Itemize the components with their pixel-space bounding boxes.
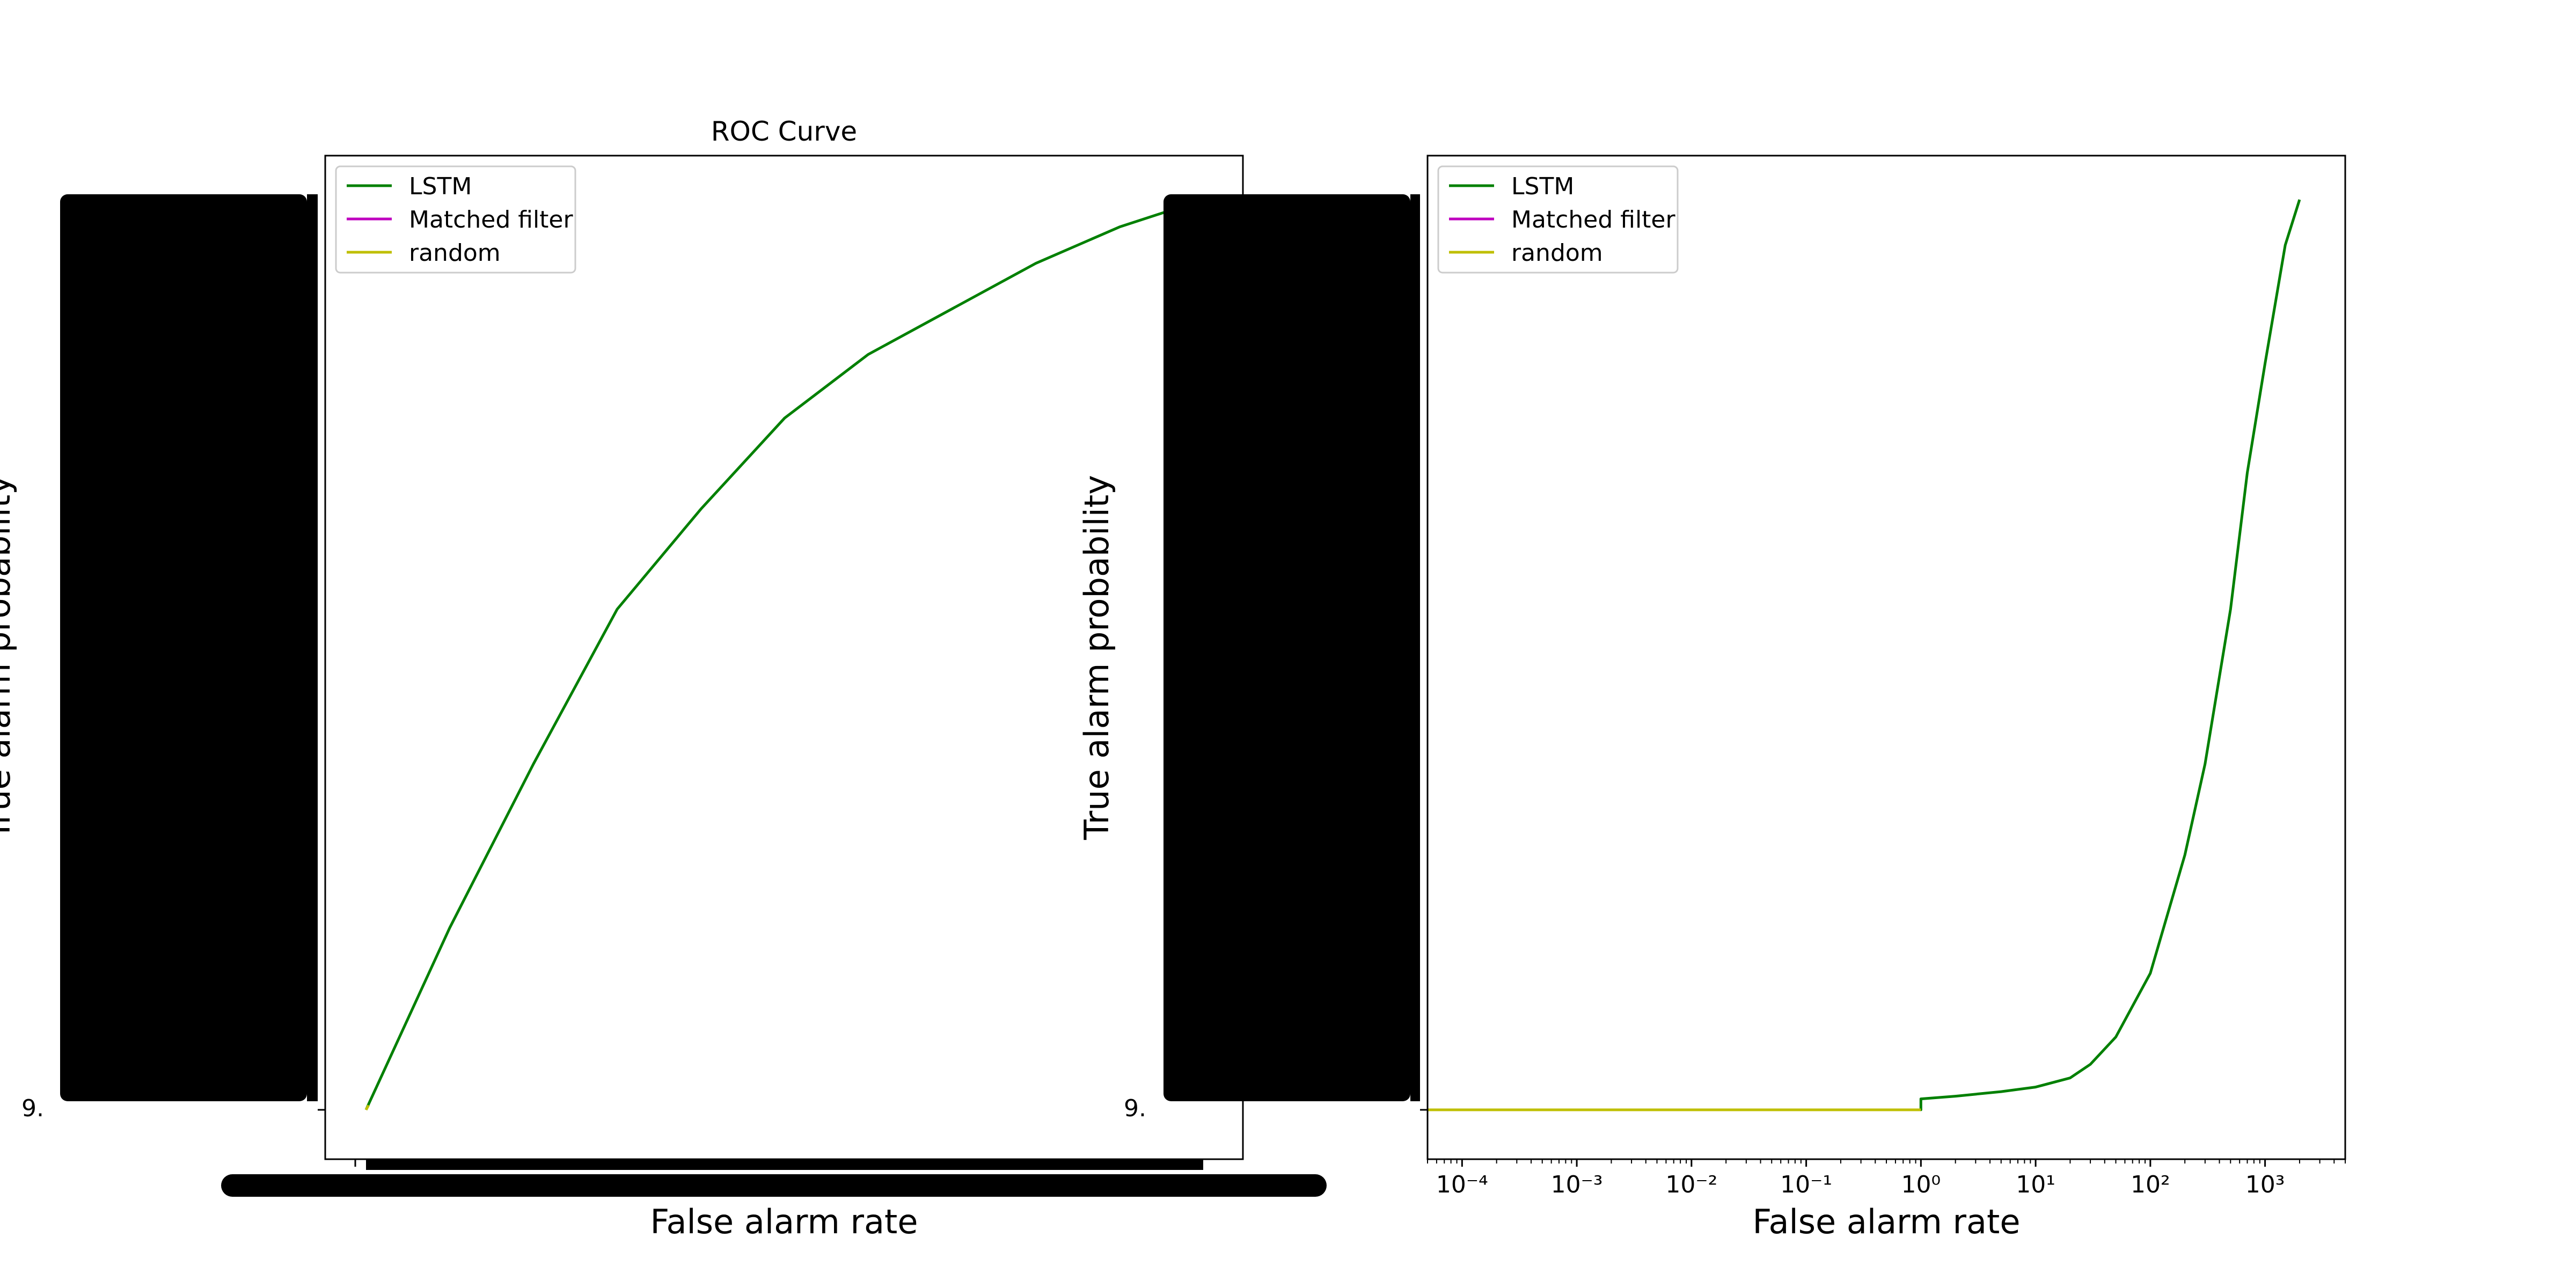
x-tick-label-log: 10⁻⁴ [1436,1171,1488,1198]
legend-linear: LSTM Matched filter random [335,165,576,274]
legend-box-linear [335,165,576,274]
x-axis-label-linear: False alarm rate [650,1202,918,1241]
plot-area-linear [325,156,1243,1159]
x-tick-label-log: 10⁻¹ [1780,1171,1832,1198]
roc-panel-linear: 9. ROC Curve False alarm rate True alarm… [0,116,1327,1241]
y-tick-fragment-linear: 9. [21,1095,44,1122]
plot-area-log [1428,156,2345,1159]
legend-label-lstm-linear: LSTM [409,173,472,200]
legend-label-matched-filter-linear: Matched filter [409,206,574,233]
chart-title-linear: ROC Curve [711,116,857,147]
series-log [1428,199,2301,1111]
legend-label-matched-filter-log: Matched filter [1511,206,1676,233]
x-tick-label-log: 10¹ [2016,1171,2055,1198]
legend-label-random-linear: random [409,239,501,267]
x-tick-label-log: 10⁰ [1901,1171,1941,1198]
x-tick-label-log: 10⁻³ [1551,1171,1603,1198]
ticks-linear [318,1109,356,1167]
axes-frame-log [1426,155,2346,1160]
y-axis-label-linear: True alarm probability [0,475,18,840]
series-linear [364,198,1204,1111]
series-line-lstm-linear [364,198,1204,1111]
series-line-random-linear [364,1104,370,1111]
x-tick-label-log: 10³ [2245,1171,2285,1198]
x-tick-label-log: 10² [2131,1171,2170,1198]
x-axis-label-log: False alarm rate [1753,1202,2021,1241]
legend-log: LSTM Matched filter random [1437,165,1679,274]
y-tick-fragment-log: 9. [1124,1095,1146,1122]
x-tick-label-smear-linear [221,1159,1327,1197]
y-tick-label-smear-log [1163,194,1420,1101]
x-tick-label-log: 10⁻² [1665,1171,1717,1198]
series-line-lstm-log [1428,199,2301,1111]
ticks-log: 10⁻⁴ 10⁻³ 10⁻² 10⁻¹ 10⁰ 10¹ 10² 10³ [1420,1109,2346,1198]
legend-box-log [1437,165,1679,274]
y-tick-label-smear-linear [60,194,318,1101]
legend-label-lstm-log: LSTM [1511,173,1574,200]
y-axis-label-log: True alarm probability [1077,475,1116,840]
legend-label-random-log: random [1511,239,1603,267]
roc-panel-log: 9. 10⁻⁴ 10⁻³ 10⁻² 10⁻¹ 10⁰ 10¹ 10² 10³ False al… [1077,155,2346,1241]
